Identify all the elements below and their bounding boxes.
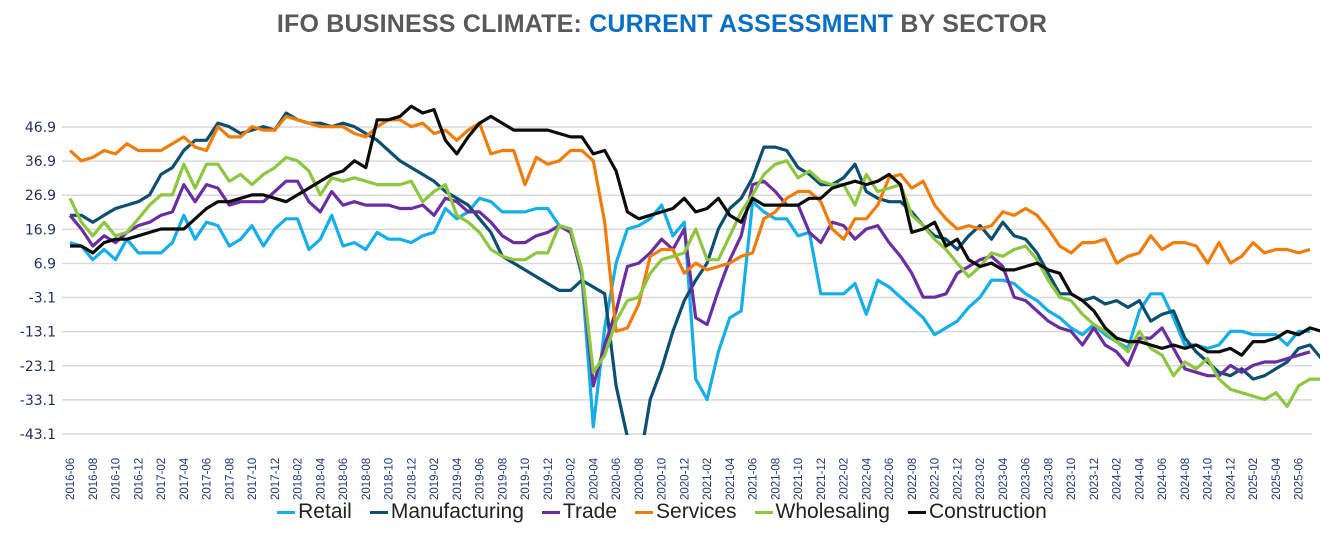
x-tick-label: 2022-08	[907, 458, 919, 500]
legend-label: Trade	[562, 500, 618, 523]
x-tick-label: 2024-06	[1157, 458, 1169, 500]
x-tick-label: 2020-08	[634, 458, 646, 500]
legend-swatch	[277, 510, 296, 514]
x-tick-label: 2025-04	[1271, 457, 1283, 500]
x-tick-label: 2018-08	[361, 458, 373, 500]
x-tick-label: 2021-12	[816, 458, 828, 500]
x-tick-label: 2023-06	[1021, 458, 1033, 500]
x-axis-ticks: 2016-06 2016-08 2016-10 2016-12 2017-02 2017-…	[65, 457, 1306, 500]
x-tick-label: 2021-06	[748, 458, 760, 500]
x-tick-label: 2018-10	[384, 458, 396, 500]
x-tick-label: 2016-12	[133, 458, 145, 500]
x-tick-label: 2021-02	[702, 458, 714, 500]
legend: Retail Manufacturing Trade Services Wholesal…	[0, 500, 1324, 524]
x-tick-label: 2023-12	[1089, 458, 1101, 500]
x-tick-label: 2020-06	[611, 458, 623, 500]
chart-title-suffix: BY SECTOR	[893, 10, 1048, 38]
x-tick-label: 2022-02	[839, 458, 851, 500]
y-axis-ticks: 46.9 36.9 26.9 16.9 6.9 -3.1 -13.1 -23.1 -33.1 -4…	[20, 120, 56, 443]
x-tick-label: 2019-12	[543, 458, 555, 500]
x-tick-label: 2019-10	[520, 458, 532, 500]
legend-label: Wholesaling	[775, 500, 890, 523]
x-tick-label: 2019-06	[475, 458, 487, 500]
y-tick-label: -23.1	[20, 359, 56, 375]
x-tick-label: 2025-06	[1294, 458, 1306, 500]
x-tick-label: 2016-08	[88, 458, 100, 500]
x-tick-label: 2020-02	[566, 458, 578, 500]
x-tick-label: 2024-04	[1134, 457, 1146, 500]
y-tick-label: 36.9	[25, 154, 56, 170]
x-tick-label: 2017-12	[270, 458, 282, 500]
legend-item-trade: Trade	[541, 500, 618, 524]
y-tick-label: 26.9	[25, 188, 56, 204]
x-tick-label: 2019-04	[452, 457, 464, 500]
legend-item-construction: Construction	[907, 500, 1047, 524]
legend-label: Construction	[928, 500, 1047, 523]
x-tick-label: 2023-08	[1043, 458, 1055, 500]
x-tick-label: 2020-04	[588, 457, 600, 500]
x-tick-label: 2017-06	[202, 458, 214, 500]
y-tick-label: -43.1	[20, 427, 56, 443]
x-tick-label: 2016-06	[65, 458, 77, 500]
x-tick-label: 2019-02	[429, 458, 441, 500]
legend-label: Manufacturing	[390, 500, 524, 523]
x-tick-label: 2018-12	[406, 458, 418, 500]
x-tick-label: 2021-04	[725, 457, 737, 500]
legend-item-services: Services	[635, 500, 737, 524]
y-tick-label: -33.1	[20, 393, 56, 409]
y-tick-label: 16.9	[25, 222, 56, 238]
legend-item-manufacturing: Manufacturing	[369, 500, 524, 524]
series-line-trade	[68, 179, 1311, 388]
series-line-services	[68, 114, 1311, 333]
legend-swatch	[754, 510, 773, 514]
x-tick-label: 2025-02	[1248, 458, 1260, 500]
legend-label: Retail	[298, 500, 352, 523]
chart-title-prefix: IFO BUSINESS CLIMATE:	[276, 10, 590, 38]
series-line-manufacturing	[70, 111, 1320, 435]
y-tick-label: -3.1	[29, 291, 56, 307]
chart-title: IFO BUSINESS CLIMATE: CURRENT ASSESSMENT…	[0, 10, 1324, 39]
series-line-retail	[69, 196, 1310, 429]
y-tick-label: -13.1	[20, 325, 56, 341]
x-tick-label: 2024-10	[1203, 458, 1215, 500]
x-tick-label: 2023-04	[998, 457, 1010, 500]
x-tick-label: 2018-06	[338, 458, 350, 500]
x-tick-label: 2017-04	[179, 457, 191, 500]
x-tick-label: 2019-08	[497, 458, 509, 500]
x-tick-label: 2024-12	[1225, 458, 1237, 500]
chart-title-highlight: CURRENT ASSESSMENT	[589, 10, 894, 38]
x-tick-label: 2018-02	[293, 458, 305, 500]
x-tick-label: 2022-12	[952, 458, 964, 500]
x-tick-label: 2022-10	[930, 458, 942, 500]
series-line-construction	[70, 104, 1320, 357]
x-tick-label: 2016-10	[111, 458, 123, 500]
legend-swatch	[369, 510, 388, 514]
y-tick-label: 6.9	[34, 256, 56, 272]
x-tick-label: 2023-02	[975, 458, 987, 500]
x-tick-label: 2017-10	[247, 458, 259, 500]
series-lines	[68, 104, 1320, 435]
legend-swatch	[635, 510, 654, 514]
legend-label: Services	[656, 500, 737, 523]
legend-swatch	[541, 510, 560, 514]
legend-swatch	[907, 510, 926, 514]
x-tick-label: 2022-04	[861, 457, 873, 500]
x-tick-label: 2018-04	[315, 457, 327, 500]
x-tick-label: 2021-10	[793, 458, 805, 500]
y-tick-label: 46.9	[25, 120, 56, 136]
x-tick-label: 2023-10	[1066, 458, 1078, 500]
x-tick-label: 2024-08	[1180, 458, 1192, 500]
x-tick-label: 2020-12	[679, 458, 691, 500]
x-tick-label: 2022-06	[884, 458, 896, 500]
x-tick-label: 2017-08	[224, 458, 236, 500]
x-tick-label: 2021-08	[770, 458, 782, 500]
x-tick-label: 2017-02	[156, 458, 168, 500]
series-line-wholesaling	[68, 155, 1320, 408]
x-tick-label: 2020-10	[657, 458, 669, 500]
x-tick-label: 2024-02	[1112, 458, 1124, 500]
legend-item-retail: Retail	[277, 500, 352, 524]
legend-item-wholesaling: Wholesaling	[754, 500, 890, 524]
